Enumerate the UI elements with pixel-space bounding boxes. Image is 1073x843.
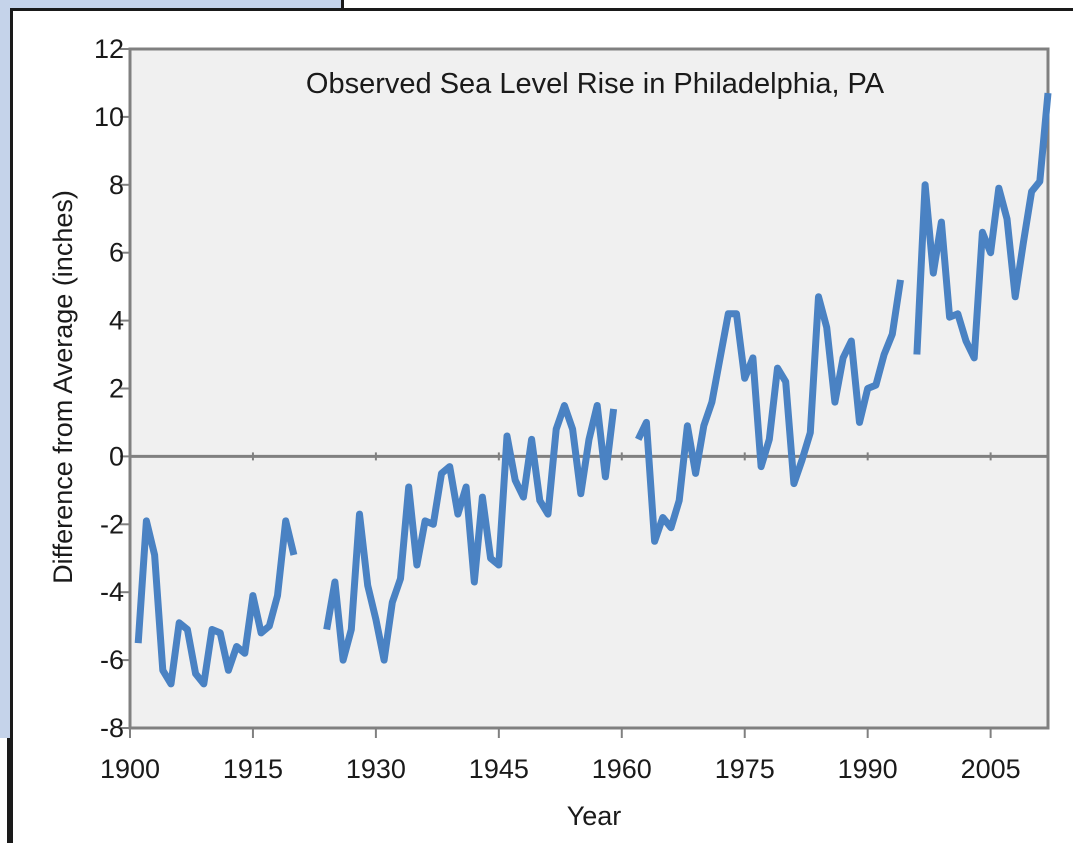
y-tick-label: 6 xyxy=(109,238,124,268)
x-tick-label: 1930 xyxy=(346,754,406,784)
x-tick-label: 1945 xyxy=(469,754,529,784)
y-axis-title: Difference from Average (inches) xyxy=(48,190,78,584)
plot-area xyxy=(130,49,1048,728)
sea-level-series-segment xyxy=(134,517,298,688)
background-panel-left-bottom xyxy=(0,738,10,843)
x-tick-label: 2005 xyxy=(961,754,1021,784)
x-axis-title: Year xyxy=(567,801,622,831)
y-tick-label: -8 xyxy=(100,713,124,743)
chart-title: Observed Sea Level Rise in Philadelphia,… xyxy=(306,68,885,100)
x-tick-label: 1900 xyxy=(100,754,160,784)
y-tick-label: -6 xyxy=(100,645,124,675)
y-tick-label: 12 xyxy=(94,34,124,64)
sea-level-series-segment xyxy=(635,279,904,545)
y-tick-label: 4 xyxy=(109,306,124,336)
sea-level-series-segment xyxy=(913,92,1052,362)
x-tick-label: 1960 xyxy=(592,754,652,784)
y-tick-label: -2 xyxy=(100,509,124,539)
y-tick-label: 8 xyxy=(109,170,124,200)
y-tick-label: 2 xyxy=(109,374,124,404)
x-tick-label: 1915 xyxy=(223,754,283,784)
y-tick-label: -4 xyxy=(100,577,124,607)
y-tick-label: 10 xyxy=(94,102,124,132)
y-tick-label: 0 xyxy=(109,441,124,471)
x-tick-label: 1990 xyxy=(838,754,898,784)
sea-level-series-segment xyxy=(323,402,618,664)
x-tick-label: 1975 xyxy=(715,754,775,784)
